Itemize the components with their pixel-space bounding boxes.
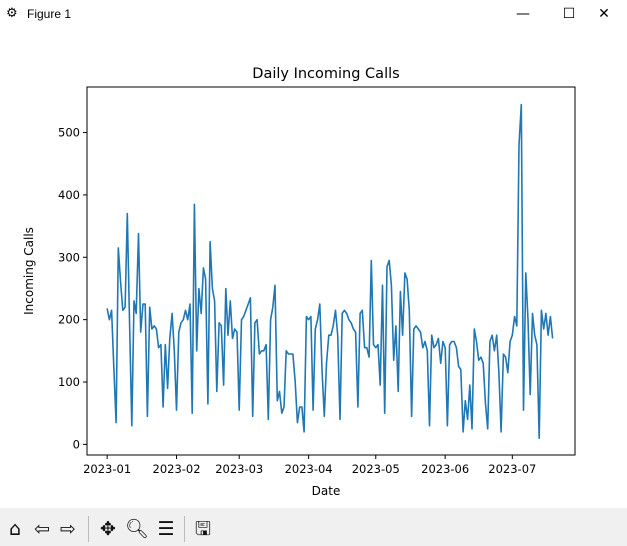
minimize-button[interactable]: — (516, 6, 530, 22)
maximize-button[interactable]: ☐ (562, 6, 576, 22)
matplotlib-app-icon: ⚙ (6, 6, 18, 21)
x-tick-label: 2023-06 (421, 462, 469, 476)
plot-area (86, 86, 576, 456)
x-tick-label: 2023-02 (153, 462, 201, 476)
toolbar-separator (88, 516, 89, 542)
x-axis-label: Date (312, 484, 341, 498)
save-icon[interactable]: 🖫 (194, 518, 212, 540)
figure-canvas: Daily Incoming Calls 2023-01 2023-02 2023-… (22, 66, 576, 498)
close-button[interactable]: ✕ (598, 6, 610, 22)
y-axis-label: Incoming Calls (22, 227, 36, 315)
configure-subplots-icon[interactable]: ☰ (157, 518, 175, 540)
x-tick-label: 2023-03 (215, 462, 263, 476)
data-line-incoming-calls (106, 103, 554, 440)
window-titlebar: ⚙ Figure 1 — ☐ ✕ (0, 0, 627, 30)
y-tick-label: 500 (58, 126, 80, 140)
y-tick-label: 400 (58, 188, 80, 202)
x-tick-label: 2023-04 (285, 462, 333, 476)
pan-icon[interactable]: ✥ (100, 518, 116, 540)
forward-icon[interactable]: ⇨ (60, 518, 76, 540)
y-tick-label: 200 (58, 313, 80, 327)
zoom-icon[interactable]: 🔍︎ (125, 518, 150, 540)
x-tick-label: 2023-01 (83, 462, 131, 476)
chart-title: Daily Incoming Calls (252, 66, 399, 82)
y-tick-label: 100 (58, 375, 80, 389)
navigation-toolbar: ⌂ ⇦ ⇨ ✥ 🔍︎ ☰ 🖫 (0, 508, 627, 546)
toolbar-separator (184, 516, 185, 542)
x-tick-label: 2023-07 (488, 462, 536, 476)
x-tick-label: 2023-05 (352, 462, 400, 476)
y-tick-label: 0 (73, 437, 80, 451)
back-icon[interactable]: ⇦ (34, 518, 50, 540)
home-icon[interactable]: ⌂ (8, 518, 22, 540)
y-tick-label: 300 (58, 250, 80, 264)
window-title: Figure 1 (27, 7, 72, 21)
